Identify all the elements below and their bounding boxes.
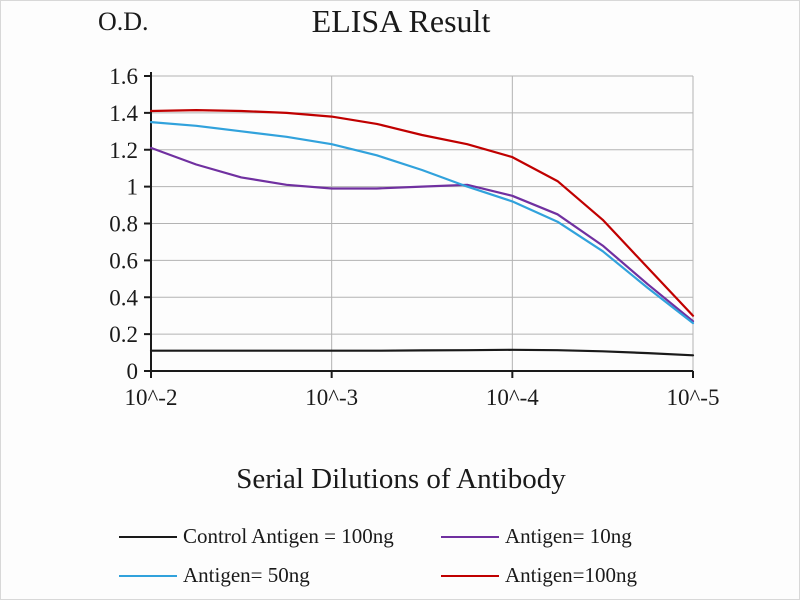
legend-item-antigen-50ng: Antigen= 50ng <box>119 563 441 588</box>
svg-text:10^-3: 10^-3 <box>305 385 358 410</box>
x-axis-title: Serial Dilutions of Antibody <box>236 463 566 495</box>
legend-label: Control Antigen = 100ng <box>183 524 394 548</box>
svg-text:10^-4: 10^-4 <box>486 385 539 410</box>
svg-text:0: 0 <box>127 359 139 384</box>
legend-line-swatch-blue <box>119 574 177 577</box>
legend-item-antigen-10ng: Antigen= 10ng <box>441 524 771 548</box>
svg-text:10^-5: 10^-5 <box>667 385 720 410</box>
svg-text:0.6: 0.6 <box>109 248 138 273</box>
legend-line-swatch-purple <box>441 535 499 538</box>
svg-text:0.8: 0.8 <box>109 212 138 237</box>
svg-text:10^-2: 10^-2 <box>125 385 178 410</box>
y-axis-title: O.D. <box>98 7 149 36</box>
legend-label: Antigen=100ng <box>505 563 637 588</box>
legend-item-control-antigen: Control Antigen = 100ng <box>119 524 441 548</box>
svg-text:0.4: 0.4 <box>109 285 138 310</box>
elisa-line-chart: 0 0.2 0.4 0.6 0.8 1 1.2 1.4 1.6 10^-2 10^-3 10^-4 10… <box>109 64 720 410</box>
legend-label: Antigen= 10ng <box>505 524 632 548</box>
svg-text:1: 1 <box>127 175 139 200</box>
svg-text:1.6: 1.6 <box>109 64 138 89</box>
svg-text:1.2: 1.2 <box>109 138 138 163</box>
legend-line-swatch-red <box>441 574 499 577</box>
svg-text:0.2: 0.2 <box>109 322 138 347</box>
legend-item-antigen-100ng: Antigen=100ng <box>441 563 771 588</box>
svg-text:1.4: 1.4 <box>109 101 138 126</box>
chart-title: ELISA Result <box>311 3 491 39</box>
legend-label: Antigen= 50ng <box>183 563 310 588</box>
legend-line-swatch-black <box>119 535 177 538</box>
legend: Control Antigen = 100ng Antigen= 10ng An… <box>119 524 771 588</box>
